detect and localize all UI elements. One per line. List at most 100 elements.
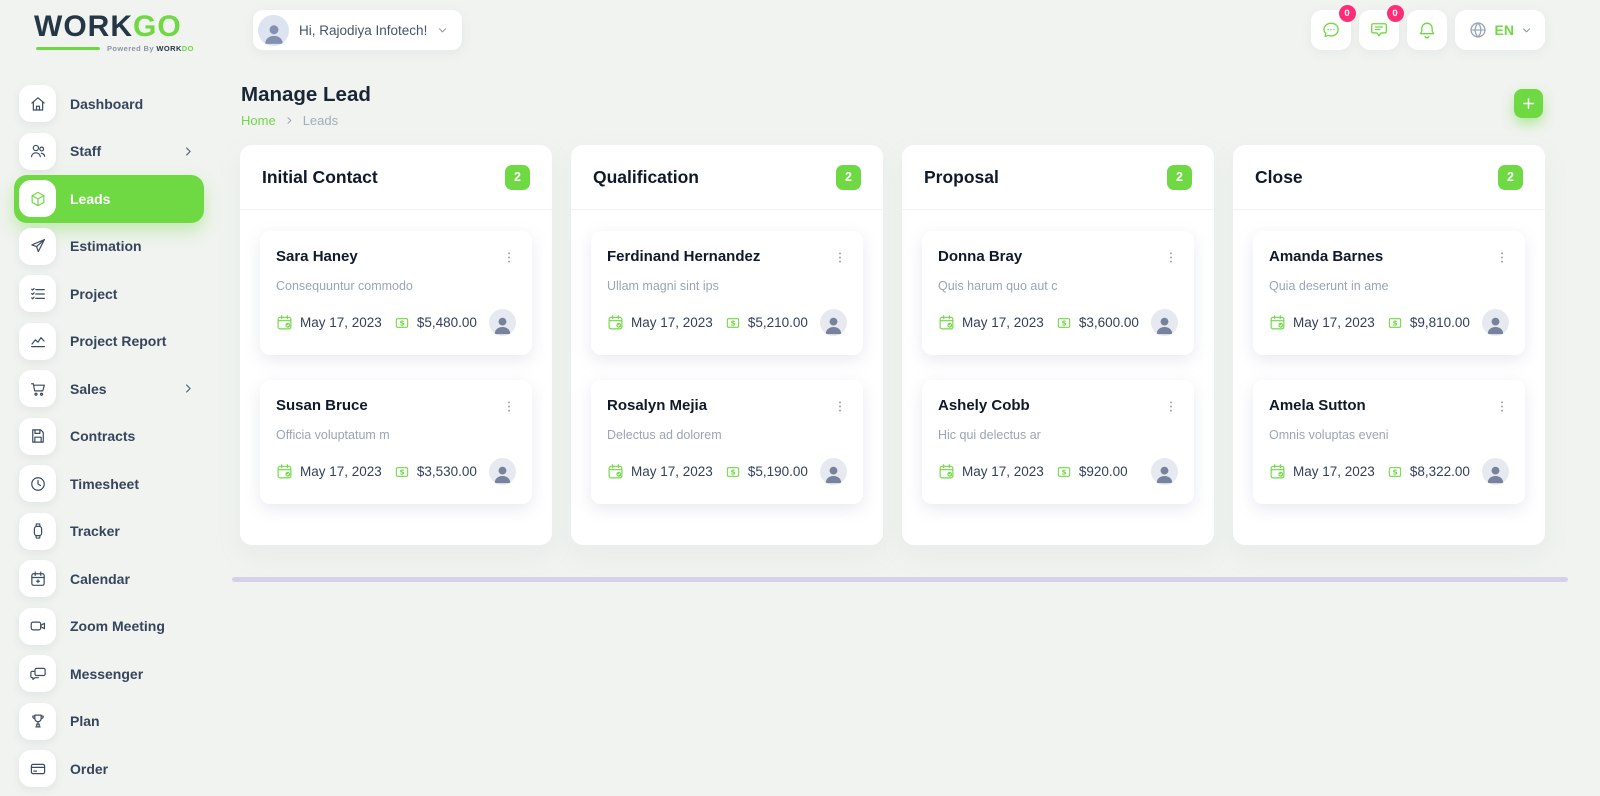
sidebar-item-project[interactable]: Project	[0, 270, 220, 318]
sidebar-item-label: Staff	[70, 143, 102, 160]
svg-text:$: $	[399, 467, 404, 476]
sidebar-item-contracts[interactable]: Contracts	[0, 413, 220, 461]
sidebar-item-sales[interactable]: Sales	[0, 365, 220, 413]
kebab-menu-icon[interactable]	[833, 399, 847, 414]
lead-date: May 17, 2023	[300, 315, 382, 330]
sidebar-item-project-report[interactable]: Project Report	[0, 318, 220, 366]
avatar	[1482, 309, 1509, 336]
language-selector[interactable]: EN	[1454, 10, 1545, 50]
sidebar-item-dashboard[interactable]: Dashboard	[0, 80, 220, 128]
chevron-right-icon	[285, 116, 294, 125]
breadcrumb-home-link[interactable]: Home	[241, 113, 276, 128]
kanban-column: Qualification 2 Ferdinand Hernandez Ulla…	[571, 145, 883, 545]
lead-card[interactable]: Amela Sutton Omnis voluptas eveni May 17…	[1253, 380, 1525, 504]
sidebar-item-label: Project	[70, 285, 118, 302]
sidebar-item-plan[interactable]: Plan	[0, 698, 220, 746]
sidebar-item-label: Order	[70, 760, 109, 777]
lead-card[interactable]: Rosalyn Mejia Delectus ad dolorem May 17…	[591, 380, 863, 504]
add-lead-button[interactable]	[1514, 89, 1543, 118]
feedback-button[interactable]: 0	[1358, 5, 1404, 50]
language-label: EN	[1494, 22, 1514, 38]
kebab-menu-icon[interactable]	[1495, 399, 1509, 414]
chat-button[interactable]: 0	[1310, 5, 1356, 50]
credit-card-icon	[19, 750, 56, 788]
money-icon: $	[1056, 464, 1072, 480]
kanban-column-header: Qualification 2	[571, 145, 883, 210]
chat-icon	[1321, 20, 1341, 40]
sidebar-item-tracker[interactable]: Tracker	[0, 508, 220, 556]
cube-icon	[19, 180, 56, 218]
money-icon: $	[1387, 464, 1403, 480]
lead-name: Ferdinand Hernandez	[607, 248, 761, 265]
lead-meta: May 17, 2023 $ $3,530.00	[276, 458, 516, 485]
lead-card[interactable]: Susan Bruce Officia voluptatum m May 17,…	[260, 380, 532, 504]
user-greeting: Hi, Rajodiya Infotech!	[299, 22, 428, 38]
calendar-check-icon	[607, 463, 624, 480]
sidebar-item-label: Sales	[70, 380, 107, 397]
sidebar-item-label: Dashboard	[70, 95, 144, 112]
feedback-badge: 0	[1386, 5, 1404, 22]
horizontal-scrollbar[interactable]	[232, 577, 1568, 582]
kebab-menu-icon[interactable]	[502, 399, 516, 414]
kebab-menu-icon[interactable]	[1495, 250, 1509, 265]
lead-card[interactable]: Ferdinand Hernandez Ullam magni sint ips…	[591, 231, 863, 355]
lead-card-top: Sara Haney	[276, 248, 516, 265]
home-icon	[19, 85, 56, 123]
sidebar-nav: Dashboard Staff Leads Estimation Project…	[0, 80, 220, 793]
lead-description: Officia voluptatum m	[276, 428, 390, 442]
sidebar-item-estimation[interactable]: Estimation	[0, 223, 220, 271]
lead-meta: May 17, 2023 $ $8,322.00	[1269, 458, 1509, 485]
kebab-menu-icon[interactable]	[1164, 399, 1178, 414]
calendar-check-icon	[938, 314, 955, 331]
kebab-menu-icon[interactable]	[502, 250, 516, 265]
calendar-check-icon	[607, 314, 624, 331]
sidebar-item-order[interactable]: Order	[0, 745, 220, 793]
topbar-actions: 0 0 EN	[1307, 5, 1545, 50]
kebab-menu-icon[interactable]	[833, 250, 847, 265]
sidebar-item-zoom-meeting[interactable]: Zoom Meeting	[0, 603, 220, 651]
kanban-column-body: Ferdinand Hernandez Ullam magni sint ips…	[571, 210, 883, 545]
sidebar-item-staff[interactable]: Staff	[0, 128, 220, 176]
feedback-icon	[1369, 20, 1389, 40]
lead-name: Donna Bray	[938, 248, 1023, 265]
user-avatar	[258, 14, 289, 46]
money-icon: $	[394, 464, 410, 480]
sidebar-item-label: Tracker	[70, 523, 120, 540]
sidebar-item-messenger[interactable]: Messenger	[0, 650, 220, 698]
lead-card[interactable]: Ashely Cobb Hic qui delectus ar May 17, …	[922, 380, 1194, 504]
workgo-logo[interactable]: WORKGO Powered By WORKDO	[0, 0, 220, 53]
lead-name: Rosalyn Mejia	[607, 397, 708, 414]
column-count-badge: 2	[1498, 164, 1523, 190]
user-menu[interactable]: Hi, Rajodiya Infotech!	[253, 10, 463, 50]
calendar-check-icon	[1269, 463, 1286, 480]
column-title: Qualification	[593, 166, 699, 187]
sidebar: WORKGO Powered By WORKDO Dashboard Staff…	[0, 0, 220, 796]
lead-card[interactable]: Donna Bray Quis harum quo aut c May 17, …	[922, 231, 1194, 355]
column-title: Initial Contact	[262, 166, 378, 187]
kanban-column-header: Initial Contact 2	[240, 145, 552, 210]
column-count-badge: 2	[1167, 164, 1192, 190]
lead-amount: $3,600.00	[1078, 315, 1139, 330]
sidebar-item-calendar[interactable]: Calendar	[0, 555, 220, 603]
chevron-right-icon	[183, 146, 194, 157]
column-title: Proposal	[924, 166, 999, 187]
svg-text:$: $	[1392, 318, 1397, 327]
sidebar-item-leads[interactable]: Leads	[14, 175, 204, 223]
lead-card-top: Amela Sutton	[1269, 397, 1509, 414]
lead-date: May 17, 2023	[1293, 464, 1375, 479]
lead-meta: May 17, 2023 $ $9,810.00	[1269, 309, 1509, 336]
notifications-button[interactable]	[1406, 10, 1447, 50]
lead-description: Quis harum quo aut c	[938, 279, 1058, 293]
lead-card[interactable]: Amanda Barnes Quia deserunt in ame May 1…	[1253, 231, 1525, 355]
lead-amount: $5,210.00	[747, 315, 808, 330]
trophy-icon	[19, 702, 56, 740]
sidebar-item-timesheet[interactable]: Timesheet	[0, 460, 220, 508]
kanban-column-header: Close 2	[1233, 145, 1545, 210]
column-title: Close	[1255, 166, 1303, 187]
clock-icon	[19, 465, 56, 503]
lead-card[interactable]: Sara Haney Consequuntur commodo May 17, …	[260, 231, 532, 355]
avatar	[1151, 458, 1178, 485]
lead-description: Hic qui delectus ar	[938, 428, 1041, 442]
lead-name: Ashely Cobb	[938, 397, 1030, 414]
kebab-menu-icon[interactable]	[1164, 250, 1178, 265]
